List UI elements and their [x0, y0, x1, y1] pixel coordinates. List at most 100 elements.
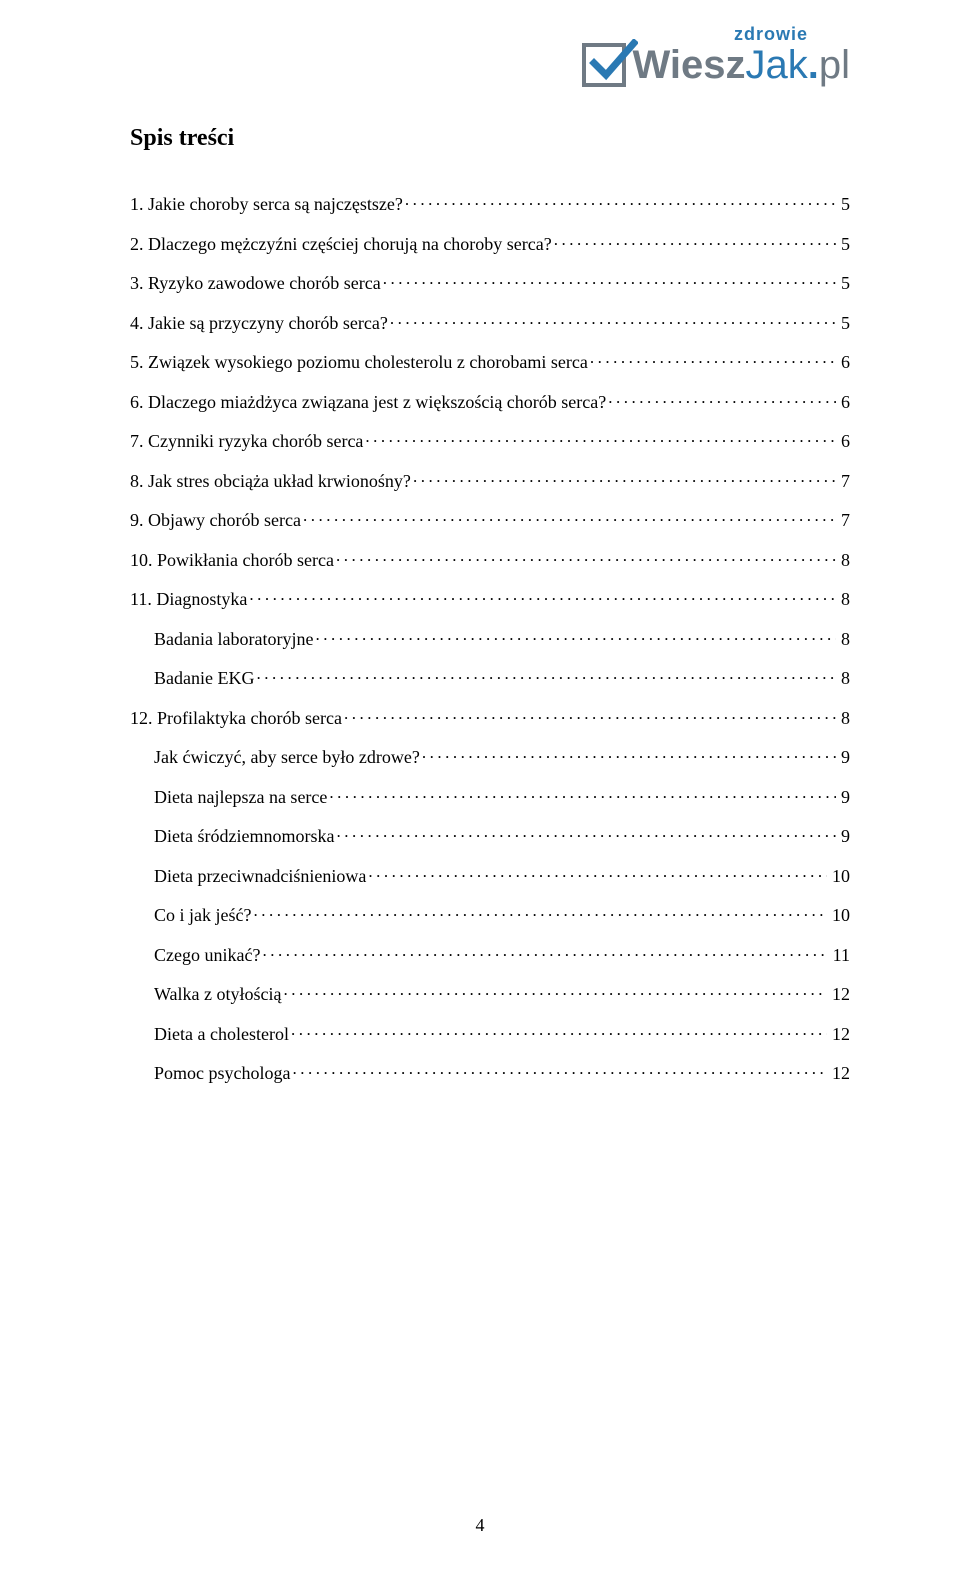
page-number: 4 [0, 1515, 960, 1536]
logo-word-pl: pl [819, 45, 850, 85]
logo-container: zdrowie WieszJak.pl [130, 24, 850, 87]
toc-entry-label: Dieta śródziemnomorska [154, 827, 334, 845]
logo-main-row: WieszJak.pl [582, 43, 850, 87]
toc-entry-label: 12. Profilaktyka chorób serca [130, 709, 342, 727]
site-logo: zdrowie WieszJak.pl [582, 24, 850, 87]
toc-leader-dots [383, 271, 836, 289]
toc-leader-dots [315, 627, 836, 645]
toc-leader-dots [336, 548, 836, 566]
toc-leader-dots [368, 864, 827, 882]
toc-entry-page: 12 [828, 985, 850, 1003]
toc-entry[interactable]: Co i jak jeść?10 [130, 903, 850, 924]
toc-entry[interactable]: 3. Ryzyko zawodowe chorób serca 5 [130, 271, 850, 292]
toc-leader-dots [303, 508, 836, 526]
toc-entry-label: Jak ćwiczyć, aby serce było zdrowe? [154, 748, 420, 766]
toc-entry-page: 12 [828, 1025, 850, 1043]
toc-entry-label: Czego unikać? [154, 946, 260, 964]
toc-entry-label: Dieta najlepsza na serce [154, 788, 327, 806]
toc-entry-page: 8 [837, 551, 850, 569]
toc-leader-dots [590, 350, 836, 368]
document-page: zdrowie WieszJak.pl Spis treści 1. Jakie… [0, 0, 960, 1596]
table-of-contents: 1. Jakie choroby serca są najczęstsze? 5 2… [130, 192, 850, 1082]
toc-leader-dots [249, 587, 836, 605]
toc-entry-page: 10 [828, 906, 850, 924]
toc-leader-dots [262, 943, 827, 961]
toc-entry-page: 5 [837, 195, 850, 213]
toc-entry[interactable]: 1. Jakie choroby serca są najczęstsze? 5 [130, 192, 850, 213]
toc-entry-page: 9 [837, 827, 850, 845]
toc-leader-dots [336, 824, 836, 842]
toc-entry[interactable]: Badania laboratoryjne 8 [130, 627, 850, 648]
toc-entry-label: Badanie EKG [154, 669, 254, 687]
toc-entry-label: 1. Jakie choroby serca są najczęstsze? [130, 195, 403, 213]
toc-entry[interactable]: 4. Jakie są przyczyny chorób serca? 5 [130, 311, 850, 332]
toc-leader-dots [413, 469, 836, 487]
toc-entry-page: 9 [837, 748, 850, 766]
toc-entry-page: 8 [837, 669, 850, 687]
toc-entry-label: 2. Dlaczego mężczyźni częściej chorują n… [130, 235, 552, 253]
toc-entry-page: 5 [837, 235, 850, 253]
toc-leader-dots [329, 785, 836, 803]
toc-entry[interactable]: 6. Dlaczego miażdżyca związana jest z wi… [130, 390, 850, 411]
checkmark-path [594, 43, 634, 75]
toc-leader-dots [253, 903, 827, 921]
toc-entry-page: 6 [837, 393, 850, 411]
toc-entry-page: 5 [837, 274, 850, 292]
toc-entry-label: 4. Jakie są przyczyny chorób serca? [130, 314, 388, 332]
toc-leader-dots [291, 1022, 827, 1040]
toc-entry[interactable]: Badanie EKG 8 [130, 666, 850, 687]
toc-entry-page: 5 [837, 314, 850, 332]
toc-leader-dots [405, 192, 836, 210]
toc-entry[interactable]: 2. Dlaczego mężczyźni częściej chorują n… [130, 232, 850, 253]
toc-entry-label: 7. Czynniki ryzyka chorób serca [130, 432, 363, 450]
toc-entry-label: Pomoc psychologa [154, 1064, 291, 1082]
toc-entry[interactable]: 5. Związek wysokiego poziomu cholesterol… [130, 350, 850, 371]
toc-entry-page: 8 [837, 709, 850, 727]
toc-entry-label: Walka z otyłością [154, 985, 282, 1003]
toc-entry-page: 6 [837, 353, 850, 371]
toc-entry[interactable]: 7. Czynniki ryzyka chorób serca 6 [130, 429, 850, 450]
toc-entry[interactable]: Czego unikać?11 [130, 943, 850, 964]
toc-entry-label: 11. Diagnostyka [130, 590, 247, 608]
toc-entry[interactable]: Dieta a cholesterol 12 [130, 1022, 850, 1043]
toc-entry-page: 12 [828, 1064, 850, 1082]
logo-dot: . [808, 45, 819, 85]
toc-leader-dots [422, 745, 836, 763]
checkmark-icon [582, 43, 626, 87]
toc-entry-label: 6. Dlaczego miażdżyca związana jest z wi… [130, 393, 606, 411]
toc-entry-page: 7 [837, 511, 850, 529]
toc-entry-label: 3. Ryzyko zawodowe chorób serca [130, 274, 381, 292]
toc-entry[interactable]: Dieta najlepsza na serce9 [130, 785, 850, 806]
page-title: Spis treści [130, 125, 850, 152]
toc-leader-dots [293, 1061, 828, 1079]
toc-entry-page: 7 [837, 472, 850, 490]
toc-entry[interactable]: 11. Diagnostyka 8 [130, 587, 850, 608]
toc-leader-dots [365, 429, 836, 447]
toc-entry-page: 6 [837, 432, 850, 450]
toc-leader-dots [256, 666, 836, 684]
toc-entry[interactable]: Dieta przeciwnadciśnieniowa10 [130, 864, 850, 885]
toc-entry[interactable]: 10. Powikłania chorób serca 8 [130, 548, 850, 569]
toc-leader-dots [390, 311, 836, 329]
toc-entry[interactable]: 12. Profilaktyka chorób serca 8 [130, 706, 850, 727]
toc-entry[interactable]: Dieta śródziemnomorska 9 [130, 824, 850, 845]
toc-leader-dots [554, 232, 836, 250]
toc-leader-dots [284, 982, 827, 1000]
toc-entry-page: 8 [837, 590, 850, 608]
toc-entry-label: 8. Jak stres obciąża układ krwionośny? [130, 472, 411, 490]
toc-entry[interactable]: Jak ćwiczyć, aby serce było zdrowe? 9 [130, 745, 850, 766]
toc-leader-dots [344, 706, 836, 724]
toc-entry[interactable]: Walka z otyłością 12 [130, 982, 850, 1003]
toc-entry-label: Dieta a cholesterol [154, 1025, 289, 1043]
toc-entry-label: 9. Objawy chorób serca [130, 511, 301, 529]
toc-entry-page: 10 [828, 867, 850, 885]
logo-word-jak: Jak [745, 45, 807, 85]
toc-leader-dots [608, 390, 836, 408]
toc-entry-label: Badania laboratoryjne [154, 630, 313, 648]
toc-entry[interactable]: Pomoc psychologa 12 [130, 1061, 850, 1082]
toc-entry-label: 10. Powikłania chorób serca [130, 551, 334, 569]
toc-entry[interactable]: 9. Objawy chorób serca 7 [130, 508, 850, 529]
toc-entry-page: 8 [837, 630, 850, 648]
toc-entry[interactable]: 8. Jak stres obciąża układ krwionośny? 7 [130, 469, 850, 490]
logo-word-wiesz: Wiesz [632, 45, 745, 85]
